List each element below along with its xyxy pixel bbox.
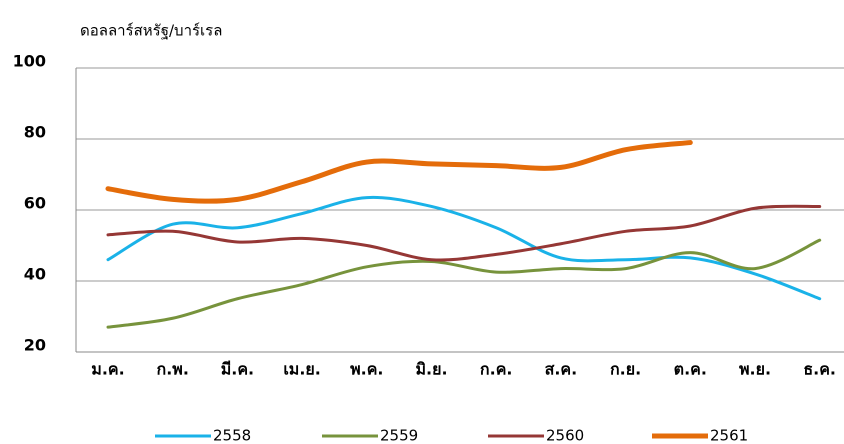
- legend-label: 2559: [380, 427, 418, 444]
- x-tick-label: มี.ค.: [221, 360, 254, 379]
- legend-label: 2561: [710, 427, 748, 444]
- x-tick-label: ส.ค.: [545, 360, 578, 379]
- y-tick-label: 40: [24, 265, 46, 284]
- x-tick-label: ธ.ค.: [803, 360, 836, 379]
- x-tick-label: ก.ค.: [480, 360, 513, 379]
- x-tick-label: มิ.ย.: [415, 360, 447, 379]
- x-tick-label: ก.พ.: [157, 360, 189, 379]
- line-series: [106, 238, 822, 329]
- y-tick-label: 20: [24, 336, 46, 355]
- x-tick-label: พ.ค.: [350, 360, 383, 379]
- line-series: [106, 195, 822, 301]
- line-series: [105, 140, 693, 204]
- y-tick-label: 60: [24, 194, 46, 213]
- x-tick-label: ก.ย.: [610, 360, 641, 379]
- line-series: [106, 204, 822, 262]
- x-tick-label: พ.ย.: [739, 360, 771, 379]
- x-tick-label: ม.ค.: [91, 360, 124, 379]
- x-tick-label: ต.ค.: [674, 360, 707, 379]
- y-tick-label: 100: [13, 52, 46, 71]
- legend-label: 2558: [213, 427, 251, 444]
- x-tick-label: เม.ย.: [283, 360, 321, 379]
- legend-label: 2560: [546, 427, 584, 444]
- y-tick-label: 80: [24, 123, 46, 142]
- y-axis-label: ดอลลาร์สหรัฐ/บาร์เรล: [80, 22, 222, 40]
